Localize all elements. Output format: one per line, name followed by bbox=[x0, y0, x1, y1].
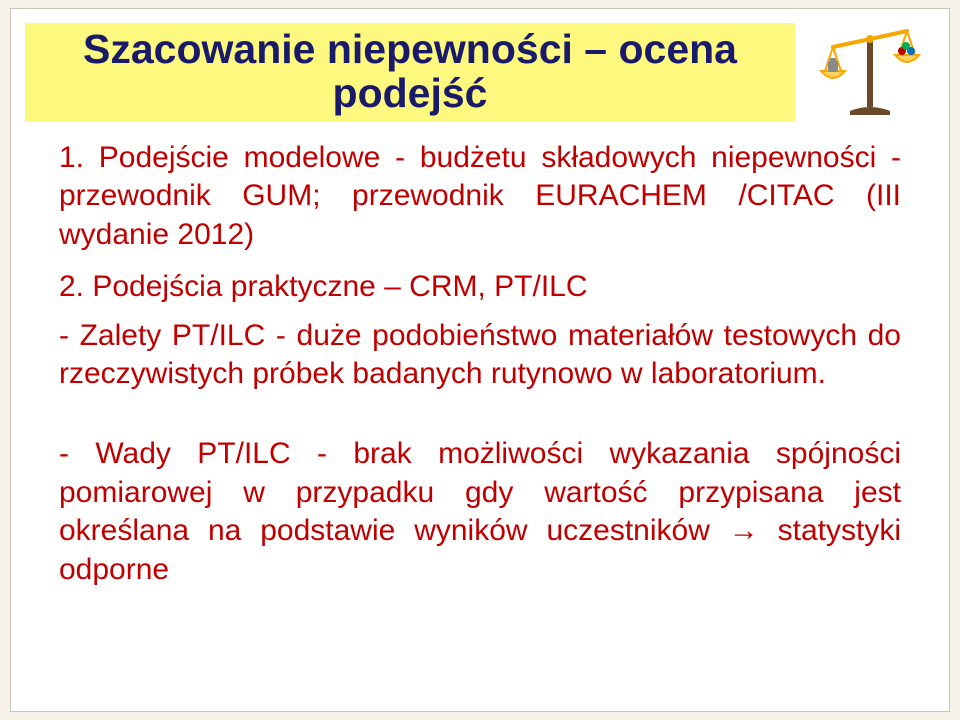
slide-title: Szacowanie niepewności – ocena podejść bbox=[25, 23, 795, 122]
paragraph-wady: - Wady PT/ILC - brak możliwości wykazani… bbox=[59, 435, 901, 589]
slide: Szacowanie niepewności – ocena podejść bbox=[10, 8, 950, 712]
title-line-1: Szacowanie niepewności – ocena bbox=[83, 26, 737, 72]
section-2-title: 2. Podejścia praktyczne – CRM, PT/ILC bbox=[59, 268, 901, 306]
paragraph-zalety: - Zalety PT/ILC - duże podobieństwo mate… bbox=[59, 317, 901, 394]
title-container: Szacowanie niepewności – ocena podejść bbox=[25, 23, 795, 122]
title-line-2: podejść bbox=[333, 70, 488, 116]
slide-body: 1. Podejście modelowe - budżetu składowy… bbox=[59, 139, 901, 601]
paragraph-1: 1. Podejście modelowe - budżetu składowy… bbox=[59, 139, 901, 254]
scales-of-justice-icon bbox=[815, 19, 925, 119]
